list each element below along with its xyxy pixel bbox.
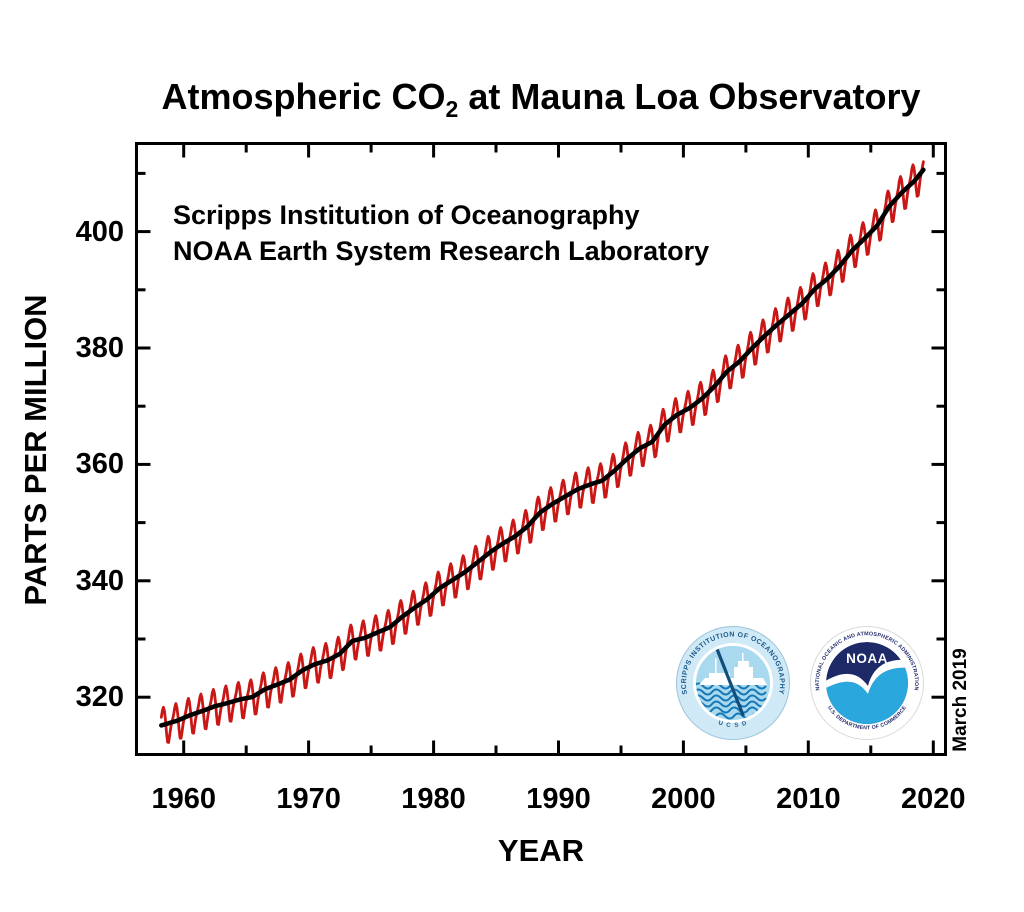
x-tick-label: 1990 (526, 783, 591, 815)
date-stamp: March 2019 (950, 648, 971, 752)
seagull-icon (826, 659, 908, 694)
scripps-logo: SCRIPPS INSTITUTION OF OCEANOGRAPHY (676, 626, 790, 740)
scripps-ucsd-text: U C S D (717, 720, 747, 729)
x-tick-label: 1980 (401, 783, 466, 815)
noaa-sea (826, 667, 908, 724)
noaa-emblem: NOAA (826, 642, 908, 724)
x-tick-label: 1960 (151, 783, 216, 815)
source-annotation-line2: NOAA Earth System Research Laboratory (173, 236, 710, 266)
x-axis-label: YEAR (497, 833, 585, 868)
plot-border (135, 142, 947, 756)
chart-title-prefix: Atmospheric CO (161, 76, 446, 117)
x-tick-label: 2010 (776, 783, 841, 815)
svg-text:U C S D: U C S D (717, 720, 748, 729)
research-ship-icon (699, 653, 767, 685)
source-annotation: Scripps Institution of Oceanography NOAA… (173, 197, 709, 269)
chart-title-suffix: at Mauna Loa Observatory (458, 76, 921, 117)
y-tick-label: 360 (75, 448, 124, 481)
noaa-wordmark: NOAA (846, 651, 888, 666)
x-tick-label: 1970 (276, 783, 341, 815)
plot-area (135, 142, 947, 756)
source-annotation-line1: Scripps Institution of Oceanography (173, 200, 640, 230)
y-tick-label: 320 (75, 681, 124, 714)
y-tick-label: 380 (75, 332, 124, 365)
y-tick-label: 400 (75, 215, 124, 248)
y-tick-label: 340 (75, 564, 124, 597)
noaa-logo: NATIONAL OCEANIC AND ATMOSPHERIC ADMINIS… (810, 626, 924, 740)
x-tick-label: 2000 (651, 783, 716, 815)
chart-title: Atmospheric CO2 at Mauna Loa Observatory (135, 76, 947, 121)
chart-title-subscript: 2 (445, 96, 459, 123)
trend-co2-line (159, 167, 926, 728)
x-tick-label: 2020 (900, 783, 966, 815)
